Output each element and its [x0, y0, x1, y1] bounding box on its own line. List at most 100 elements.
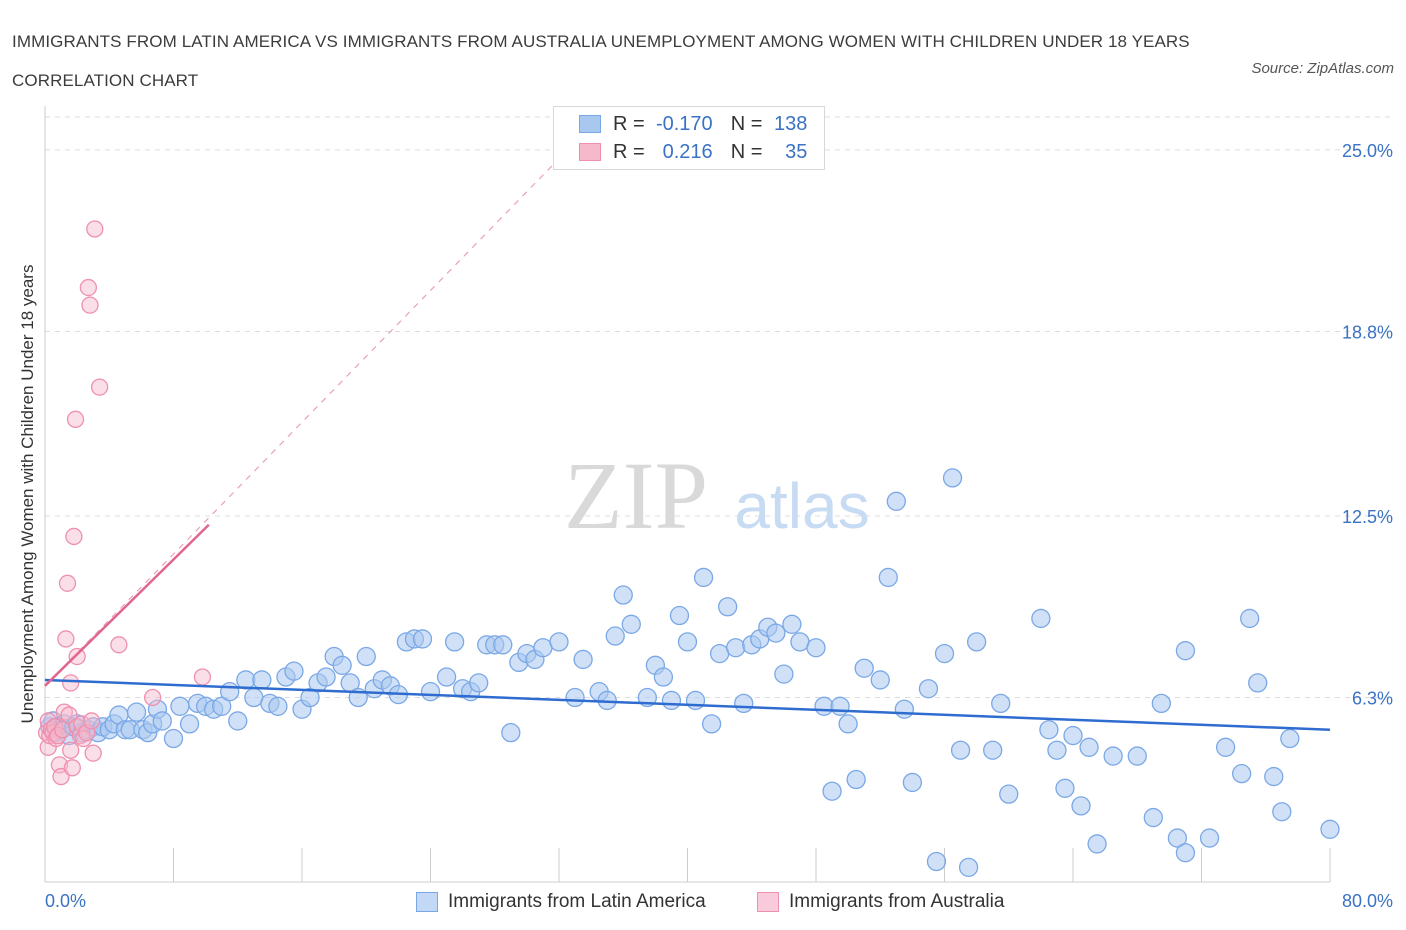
point-latin-america	[830, 696, 850, 716]
x-tick-min: 0.0%	[45, 891, 87, 911]
point-latin-america	[902, 772, 923, 793]
point-latin-america	[212, 696, 232, 716]
point-latin-america	[701, 714, 722, 734]
r-value-australia: 0.216	[662, 140, 713, 163]
point-australia	[84, 744, 102, 762]
point-latin-america	[814, 696, 834, 716]
point-latin-america	[774, 664, 794, 684]
point-australia	[55, 703, 73, 721]
point-latin-america	[179, 714, 200, 734]
legend-label-latin-america: Immigrants from Latin America	[448, 891, 706, 912]
point-australia	[54, 721, 72, 739]
legend-row-australia: R = 0.216 N = 35	[579, 139, 807, 165]
point-latin-america	[822, 781, 842, 801]
point-latin-america	[782, 614, 802, 634]
point-australia	[79, 278, 98, 297]
point-latin-america	[163, 728, 184, 749]
point-latin-america	[316, 667, 336, 687]
trend-lines	[44, 523, 1331, 731]
legend-row-latin-america: R = -0.170 N = 138	[579, 111, 807, 137]
r-label: R =	[613, 140, 645, 163]
point-latin-america	[653, 667, 674, 687]
point-australia	[66, 410, 85, 428]
chart-title: IMMIGRANTS FROM LATIN AMERICA VS IMMIGRA…	[12, 32, 1190, 90]
point-latin-america	[126, 702, 147, 722]
point-latin-america	[533, 638, 553, 658]
legend-label-australia: Immigrants from Australia	[789, 891, 1005, 912]
point-latin-america	[436, 667, 457, 687]
trend-australia	[44, 523, 210, 687]
point-australia	[58, 574, 77, 592]
watermark-atlas: atlas	[734, 470, 869, 542]
point-latin-america	[766, 623, 786, 643]
point-latin-america	[999, 784, 1019, 804]
point-latin-america	[170, 696, 190, 716]
point-latin-america	[870, 670, 890, 690]
point-latin-america	[252, 670, 272, 690]
point-australia	[60, 706, 78, 724]
legend-item-australia[interactable]: Immigrants from Australia	[757, 888, 1004, 916]
legend-swatch-pink	[757, 892, 779, 912]
point-latin-america	[983, 740, 1003, 760]
point-latin-america	[565, 687, 585, 708]
point-latin-america	[605, 626, 625, 646]
legend-swatch-pink	[579, 143, 601, 161]
point-latin-america	[469, 673, 489, 693]
point-latin-america	[284, 661, 304, 681]
point-latin-america	[1039, 720, 1059, 740]
point-latin-america	[669, 605, 690, 626]
n-value-australia: 35	[785, 140, 808, 163]
series-latin-america	[40, 468, 1340, 878]
point-latin-america	[220, 682, 240, 702]
point-latin-america	[268, 696, 288, 716]
n-value-latin-america: 138	[774, 112, 808, 135]
point-latin-america	[958, 857, 979, 878]
point-latin-america	[1280, 728, 1300, 749]
point-latin-america	[1063, 725, 1083, 746]
watermark-zip: ZIP	[564, 442, 708, 549]
r-value-latin-america: -0.170	[655, 112, 713, 135]
point-australia	[110, 636, 128, 654]
point-latin-america	[613, 585, 633, 605]
point-australia	[193, 668, 212, 686]
point-latin-america	[1031, 608, 1051, 629]
point-latin-america	[1272, 802, 1292, 822]
point-latin-america	[693, 567, 714, 588]
trend-extension	[44, 158, 560, 687]
point-australia	[68, 647, 86, 666]
point-latin-america	[846, 769, 866, 790]
point-latin-america	[1055, 778, 1075, 798]
point-australia	[47, 729, 65, 748]
y-tick-label: 25.0%	[1342, 141, 1393, 161]
watermark: ZIP atlas	[564, 442, 870, 549]
point-latin-america	[661, 690, 682, 711]
point-latin-america	[444, 632, 465, 652]
point-latin-america	[966, 632, 987, 652]
point-latin-america	[1087, 834, 1107, 854]
point-latin-america	[942, 468, 963, 488]
point-latin-america	[1175, 641, 1196, 661]
legend-item-latin-america[interactable]: Immigrants from Latin America	[416, 888, 706, 916]
series-australia	[37, 220, 212, 786]
point-latin-america	[1047, 740, 1067, 760]
point-latin-america	[718, 597, 738, 617]
r-label: R =	[613, 112, 645, 135]
point-latin-america	[790, 632, 810, 652]
gridlines	[45, 116, 1390, 699]
point-latin-america	[1127, 746, 1147, 766]
point-latin-america	[677, 632, 698, 652]
point-latin-america	[1151, 693, 1171, 714]
point-latin-america	[300, 687, 320, 708]
point-latin-america	[854, 658, 874, 678]
point-australia	[52, 767, 70, 786]
point-latin-america	[886, 491, 906, 511]
point-latin-america	[806, 638, 826, 658]
point-latin-america	[244, 687, 264, 708]
point-australia	[65, 527, 83, 546]
point-latin-america	[894, 699, 914, 719]
point-latin-america	[1199, 828, 1220, 848]
axes	[44, 106, 1331, 883]
point-australia	[57, 630, 75, 648]
point-latin-america	[1079, 737, 1099, 757]
point-latin-america	[573, 649, 593, 670]
